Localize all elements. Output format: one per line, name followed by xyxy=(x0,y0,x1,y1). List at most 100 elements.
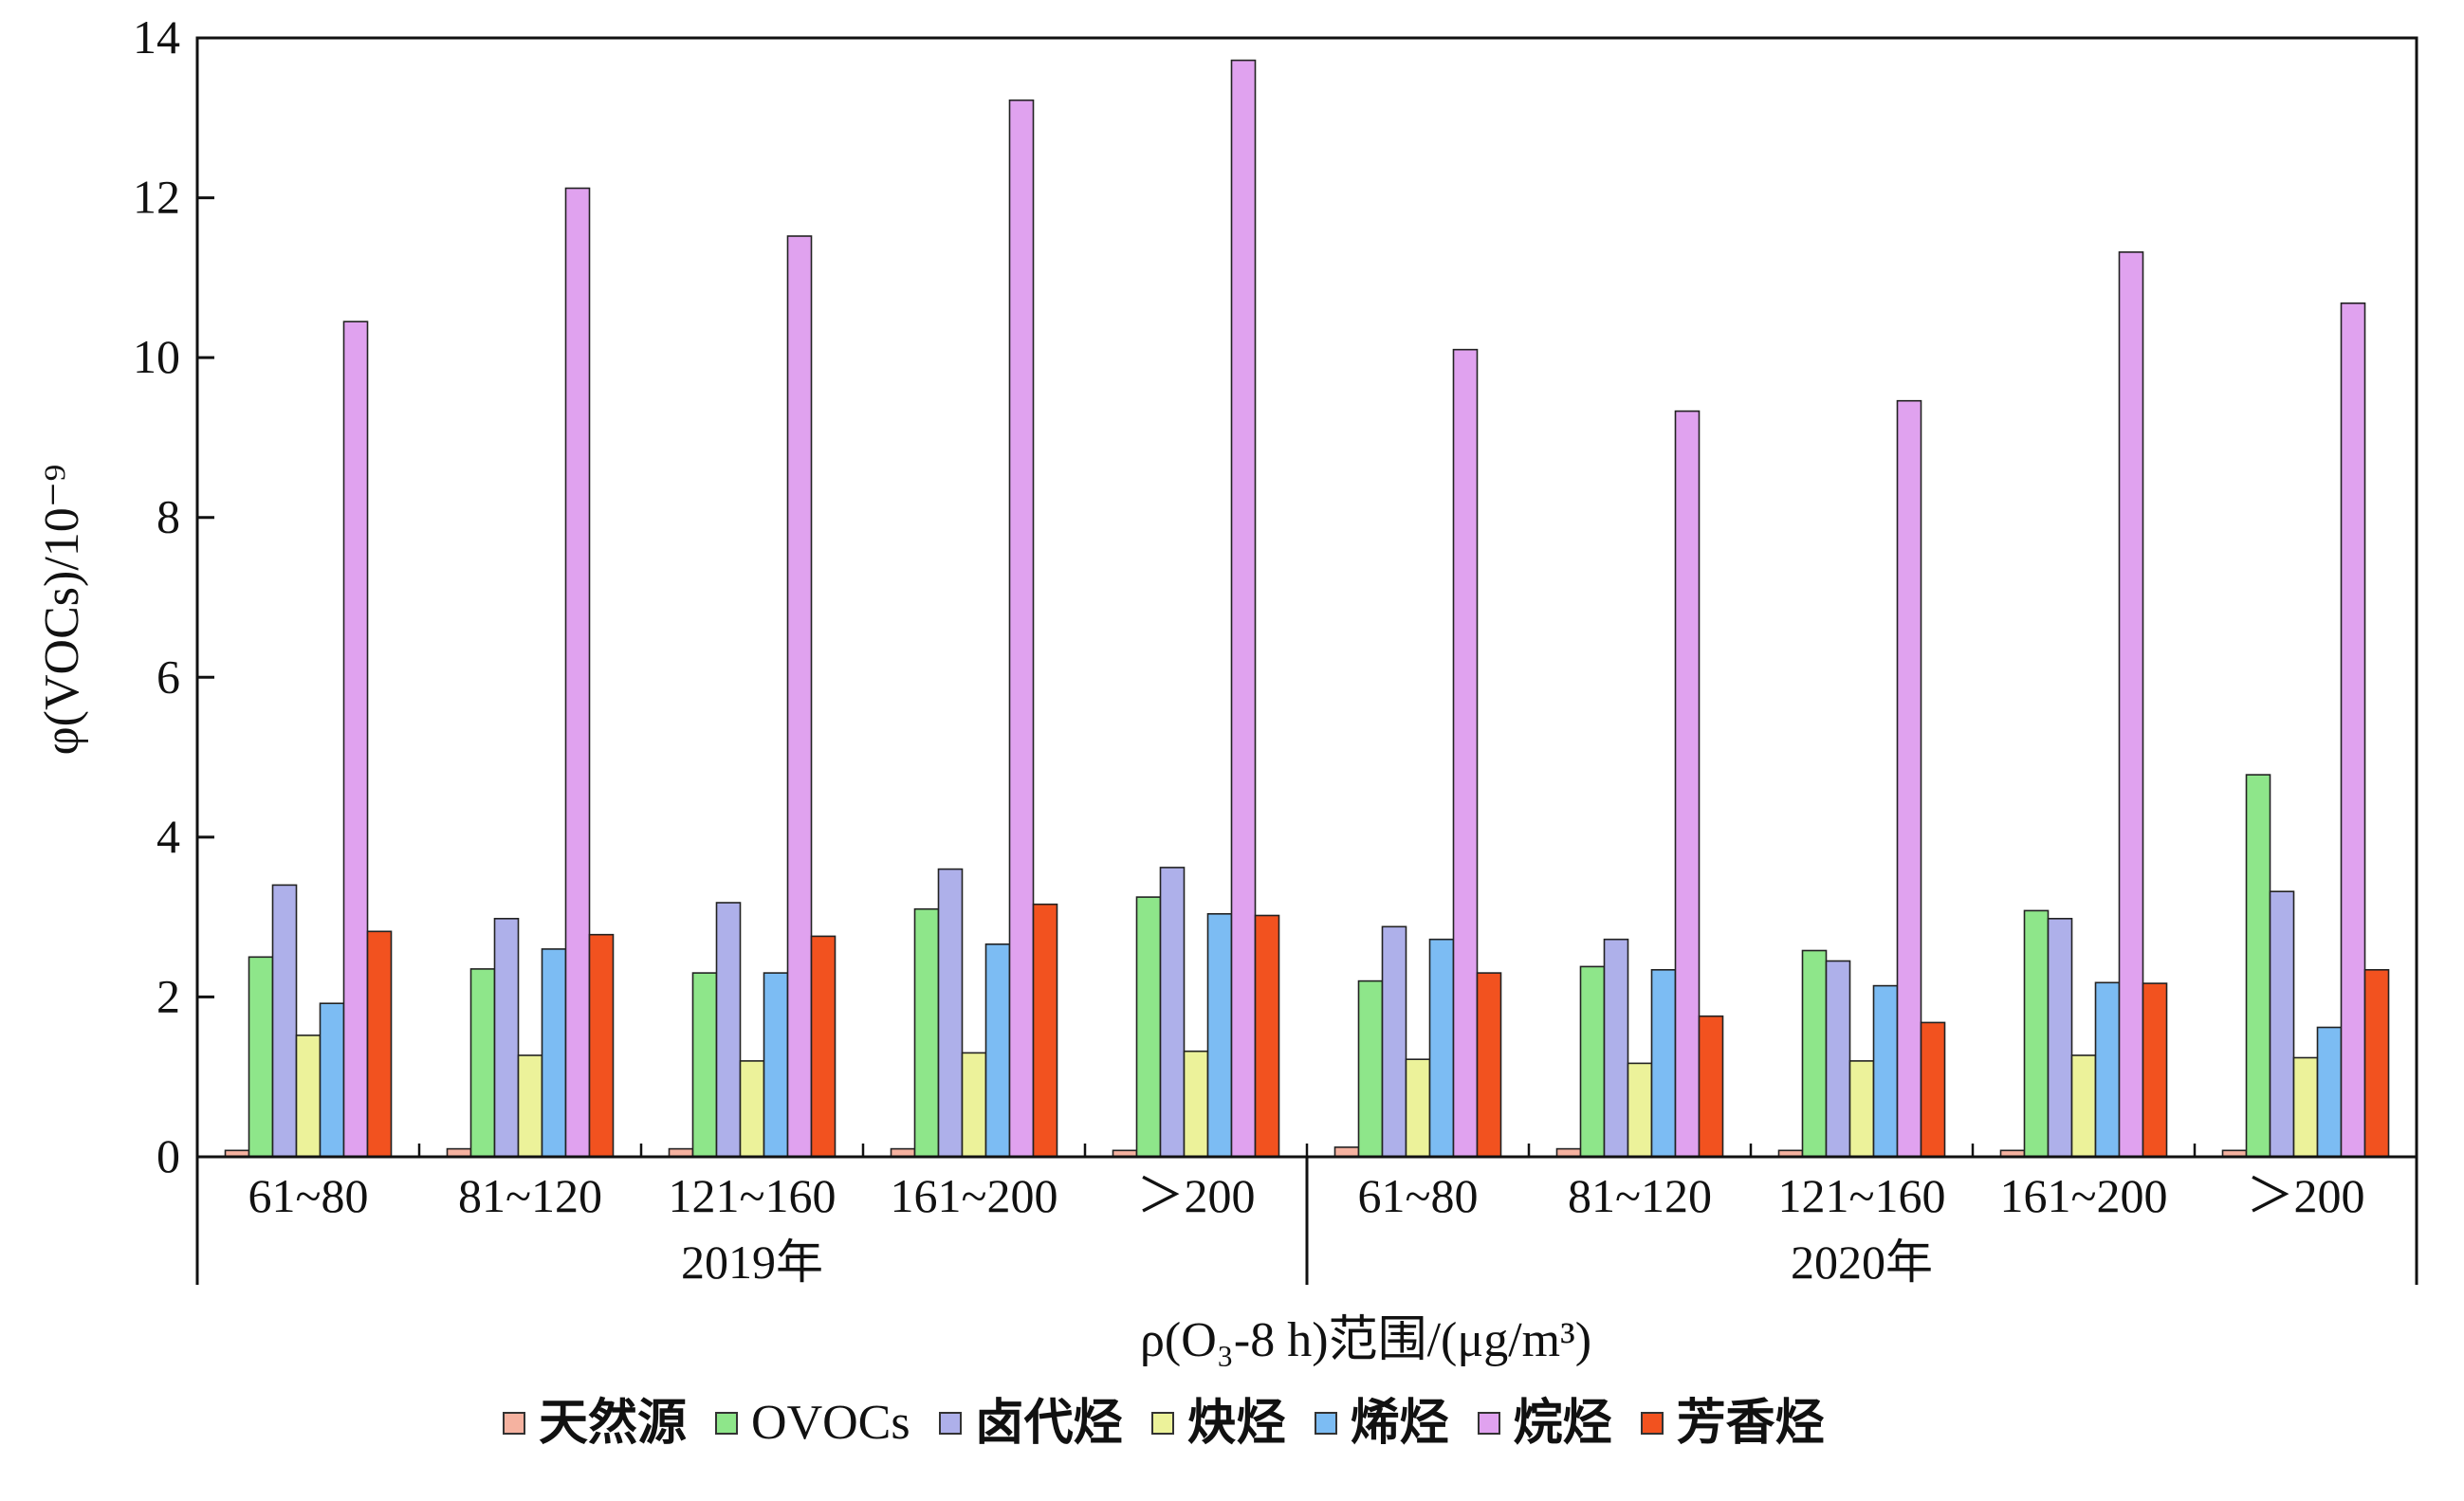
bar-卤代烃-121~160 xyxy=(715,902,742,1158)
legend-swatch xyxy=(715,1412,739,1435)
bar-芳香烃-61~80 xyxy=(1476,972,1502,1158)
bar-烯烃-61~80 xyxy=(319,1002,345,1158)
bar-烷烃-81~120 xyxy=(564,187,591,1158)
bar-卤代烃-61~80 xyxy=(271,884,298,1158)
bar-烷烃-161~200 xyxy=(1008,99,1035,1158)
bar-烷烃-121~160 xyxy=(786,235,813,1158)
bar-OVOCs-61~80 xyxy=(248,956,274,1158)
x-tick-label: 121~160 xyxy=(668,1169,836,1222)
bar-卤代烃-81~120 xyxy=(1603,938,1629,1158)
legend-item: 天然源 xyxy=(503,1399,687,1448)
legend-item: 芳香烃 xyxy=(1640,1395,1825,1452)
bar-卤代烃-161~200 xyxy=(2047,917,2073,1158)
y-tick-label: 2 xyxy=(156,969,180,1022)
y-tick-label: 0 xyxy=(156,1129,180,1182)
legend-label: 芳香烃 xyxy=(1676,1395,1825,1452)
legend-swatch xyxy=(1314,1412,1337,1435)
y-tick-label: 6 xyxy=(156,650,180,703)
bar-烯烃-81~120 xyxy=(541,948,567,1158)
bar-烯烃-61~80 xyxy=(1428,938,1455,1158)
bar-卤代烃-61~80 xyxy=(1381,925,1407,1158)
x-axis-title: ρ(O₃-8 h)范围/(μg/m³) xyxy=(1140,1313,1591,1367)
bar-炔烃-61~80 xyxy=(1405,1058,1431,1158)
y-tick-label: 10 xyxy=(133,330,180,383)
group-label: 2020年 xyxy=(1791,1236,1933,1289)
bar-炔烃-81~120 xyxy=(517,1054,543,1158)
legend-swatch xyxy=(503,1412,525,1435)
legend-item: OVOCs xyxy=(715,1399,910,1448)
legend-swatch xyxy=(1640,1412,1664,1435)
bar-烯烃-＞200 xyxy=(2316,1026,2343,1158)
x-tick-label: 161~200 xyxy=(1999,1169,2167,1222)
bar-炔烃-161~200 xyxy=(961,1052,987,1158)
bar-OVOCs-61~80 xyxy=(1357,979,1384,1158)
bar-芳香烃-121~160 xyxy=(1920,1021,1946,1158)
legend-item: 烯烃 xyxy=(1314,1395,1449,1452)
bar-OVOCs-161~200 xyxy=(913,907,940,1158)
bar-OVOCs-121~160 xyxy=(691,972,718,1158)
bar-卤代烃-81~120 xyxy=(493,917,520,1158)
bar-卤代烃-161~200 xyxy=(937,868,964,1158)
bar-烷烃-＞200 xyxy=(2340,302,2366,1158)
x-tick-label: 61~80 xyxy=(1357,1169,1478,1222)
bar-烷烃-81~120 xyxy=(1674,410,1701,1158)
bar-炔烃-121~160 xyxy=(1848,1060,1875,1158)
bar-芳香烃-61~80 xyxy=(366,930,393,1158)
legend-item: 炔烃 xyxy=(1150,1395,1286,1452)
bar-OVOCs-81~120 xyxy=(469,968,496,1158)
bar-烯烃-161~200 xyxy=(2094,981,2121,1158)
legend-swatch xyxy=(938,1412,962,1435)
bar-烯烃-121~160 xyxy=(763,972,789,1158)
legend-item: 烷烃 xyxy=(1477,1395,1612,1452)
bar-烯烃-＞200 xyxy=(1206,912,1233,1158)
y-tick-label: 8 xyxy=(156,490,180,543)
x-tick-label: 81~120 xyxy=(1568,1169,1712,1222)
legend-label: 炔烃 xyxy=(1186,1395,1286,1452)
x-tick-label: 161~200 xyxy=(890,1169,1057,1222)
legend-label: 卤代烃 xyxy=(974,1395,1123,1452)
bar-芳香烃-161~200 xyxy=(1032,903,1058,1158)
x-tick-label: 121~160 xyxy=(1777,1169,1945,1222)
x-tick-label: 81~120 xyxy=(458,1169,602,1222)
legend-swatch xyxy=(1150,1412,1174,1435)
bar-OVOCs-81~120 xyxy=(1579,965,1606,1158)
bar-烷烃-161~200 xyxy=(2118,251,2144,1158)
bar-炔烃-121~160 xyxy=(739,1060,765,1158)
bar-烷烃-＞200 xyxy=(1230,59,1257,1158)
legend-item: 卤代烃 xyxy=(938,1395,1123,1452)
bar-炔烃-＞200 xyxy=(2292,1056,2319,1158)
x-tick-label: ＞200 xyxy=(1137,1169,1256,1222)
y-tick-label: 14 xyxy=(133,10,180,64)
y-axis-title: φ(VOCs)/10⁻⁹ xyxy=(35,465,89,756)
chart: φ(VOCs)/10⁻⁹ 0 2 4 6 8 10 12 14 61~80 81~120 121~1… xyxy=(35,10,2418,1367)
bar-天然源-61~80 xyxy=(1333,1146,1360,1158)
plot-frame xyxy=(195,36,2418,1159)
bar-芳香烃-＞200 xyxy=(1254,914,1280,1158)
legend-label: 烯烃 xyxy=(1350,1395,1449,1452)
bar-OVOCs-121~160 xyxy=(1801,949,1828,1158)
bar-烯烃-81~120 xyxy=(1650,968,1677,1158)
bar-OVOCs-161~200 xyxy=(2023,909,2050,1158)
y-tick-label: 12 xyxy=(133,171,180,224)
group-label: 2019年 xyxy=(681,1236,823,1289)
bar-烷烃-61~80 xyxy=(342,320,369,1158)
bar-芳香烃-121~160 xyxy=(810,935,837,1158)
legend-swatch xyxy=(1477,1412,1500,1435)
bar-烷烃-61~80 xyxy=(1452,348,1479,1158)
bar-芳香烃-＞200 xyxy=(2363,968,2390,1158)
bar-卤代烃-＞200 xyxy=(1159,867,1186,1158)
bar-卤代烃-＞200 xyxy=(2269,890,2295,1158)
bar-烷烃-121~160 xyxy=(1896,399,1922,1158)
bar-烯烃-161~200 xyxy=(984,943,1011,1158)
bar-OVOCs-＞200 xyxy=(1135,896,1162,1158)
x-tick-label: ＞200 xyxy=(2247,1169,2365,1222)
bar-炔烃-81~120 xyxy=(1627,1062,1653,1158)
legend-label: OVOCs xyxy=(751,1396,910,1450)
bar-烯烃-121~160 xyxy=(1872,984,1899,1158)
legend-label: 烷烃 xyxy=(1513,1395,1612,1452)
x-tick-label: 61~80 xyxy=(248,1169,368,1222)
bar-炔烃-61~80 xyxy=(295,1034,322,1158)
y-tick-label: 4 xyxy=(156,810,180,863)
bar-炔烃-＞200 xyxy=(1183,1050,1209,1158)
legend: 天然源 OVOCs 卤代烃 炔烃 烯烃 烷烃 芳香烃 xyxy=(503,1399,1825,1448)
